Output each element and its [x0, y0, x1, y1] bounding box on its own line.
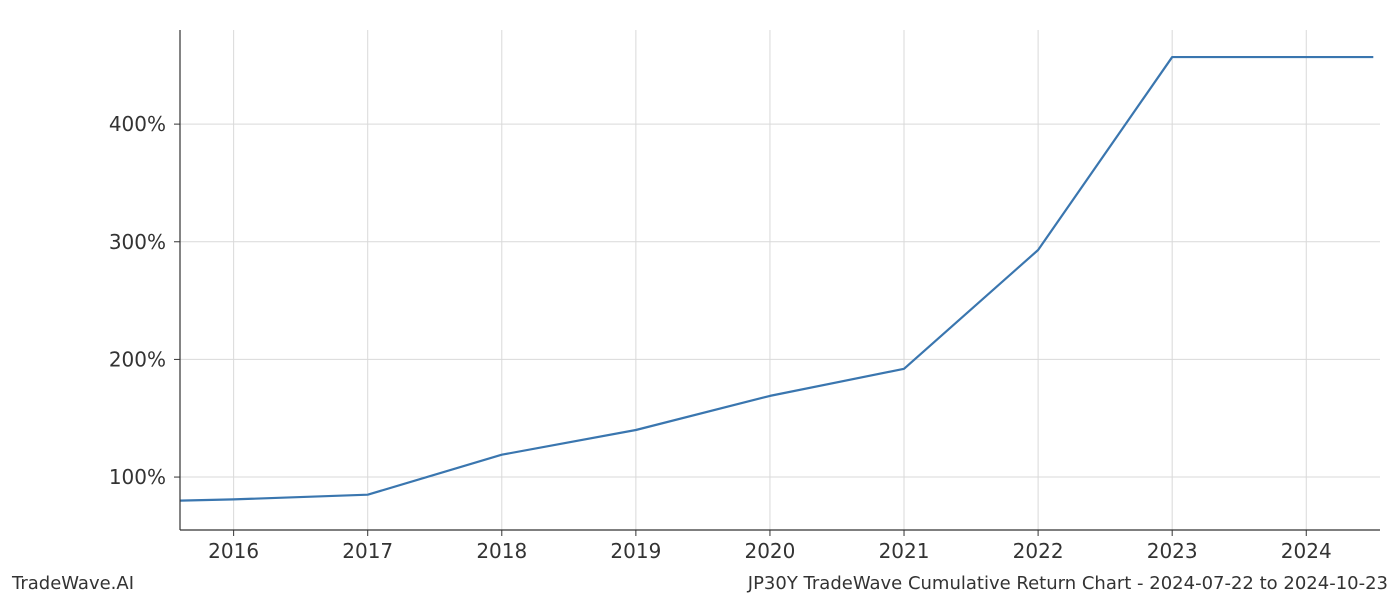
chart-footer: TradeWave.AI JP30Y TradeWave Cumulative …	[0, 573, 1400, 594]
chart-container: 2016 2017 2018 2019 2020 2021 2022 2023 2024 100%…	[0, 0, 1400, 600]
x-tick-label: 2022	[1013, 539, 1064, 563]
x-tick-label: 2023	[1147, 539, 1198, 563]
x-tick-label: 2016	[208, 539, 259, 563]
y-tick-label: 200%	[109, 347, 166, 371]
x-tick-label: 2020	[744, 539, 795, 563]
footer-left-text: TradeWave.AI	[12, 573, 134, 594]
y-tick-label: 300%	[109, 230, 166, 254]
footer-right-text: JP30Y TradeWave Cumulative Return Chart …	[748, 573, 1388, 594]
y-tick-label: 100%	[109, 465, 166, 489]
x-tick-label: 2024	[1281, 539, 1332, 563]
x-tick-label: 2021	[879, 539, 930, 563]
chart-background	[0, 0, 1400, 600]
x-tick-label: 2018	[476, 539, 527, 563]
y-tick-label: 400%	[109, 112, 166, 136]
x-tick-label: 2019	[610, 539, 661, 563]
x-tick-label: 2017	[342, 539, 393, 563]
line-chart: 2016 2017 2018 2019 2020 2021 2022 2023 2024 100%…	[0, 0, 1400, 600]
